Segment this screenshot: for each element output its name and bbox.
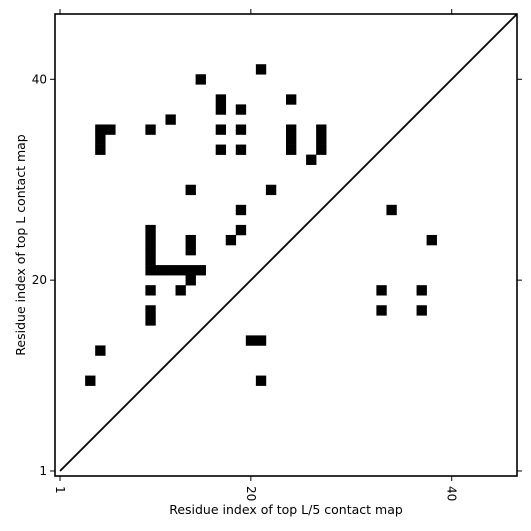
contact-cell xyxy=(145,255,156,266)
contact-cell xyxy=(255,64,267,75)
contact-cell xyxy=(165,265,176,276)
contact-cell xyxy=(316,144,327,155)
x-axis-label: Residue index of top L/5 contact map xyxy=(169,502,403,517)
contact-cell xyxy=(255,375,267,386)
contact-cell xyxy=(306,154,317,165)
contact-cell xyxy=(145,305,156,316)
contact-cell xyxy=(286,94,297,105)
contact-cell xyxy=(376,305,387,316)
contact-cell xyxy=(215,124,227,135)
contact-cell xyxy=(215,104,227,115)
contact-cell xyxy=(175,285,186,296)
contact-cell xyxy=(316,124,327,135)
y-tick-label: 1 xyxy=(39,464,47,478)
contact-cell xyxy=(235,124,247,135)
x-tick-label: 20 xyxy=(244,486,258,501)
contact-cell xyxy=(185,184,196,196)
contact-cell xyxy=(145,315,156,326)
contact-cell xyxy=(255,335,267,346)
contact-cell xyxy=(155,265,166,276)
x-tick-label: 1 xyxy=(53,486,67,494)
contact-cell xyxy=(185,245,196,256)
contact-cell xyxy=(286,144,297,155)
contact-cell xyxy=(376,285,387,296)
contact-cell xyxy=(416,305,427,316)
contact-cell xyxy=(85,375,96,386)
contact-cell xyxy=(95,144,106,155)
diagonal-line xyxy=(59,13,518,472)
x-tick-label: 40 xyxy=(445,486,459,501)
contact-cell xyxy=(185,265,196,276)
contact-cell xyxy=(185,275,196,286)
contact-cell xyxy=(145,245,156,256)
contact-cell xyxy=(95,124,106,135)
contact-cell xyxy=(215,144,227,155)
y-tick-label: 20 xyxy=(32,273,47,287)
contact-cells xyxy=(85,64,437,386)
contact-cell xyxy=(105,124,116,135)
contact-cell xyxy=(286,134,297,145)
contact-cell xyxy=(235,104,247,115)
contact-cell xyxy=(286,124,297,135)
contact-cell xyxy=(165,114,176,125)
contact-cell xyxy=(215,94,227,105)
contact-cell xyxy=(145,224,156,236)
contact-cell xyxy=(245,335,257,346)
contact-cell xyxy=(175,265,186,276)
contact-cell xyxy=(416,285,427,296)
contact-cell xyxy=(145,265,156,276)
contact-cell xyxy=(265,184,277,196)
contact-cell xyxy=(426,234,437,246)
y-tick-label: 40 xyxy=(32,72,47,86)
contact-cell xyxy=(185,234,196,246)
contact-cell xyxy=(95,134,106,145)
contact-cell xyxy=(225,234,237,246)
contact-cell xyxy=(316,134,327,145)
contact-cell xyxy=(145,285,156,296)
plot-frame xyxy=(54,13,518,477)
contact-cell xyxy=(235,204,247,216)
y-axis-label: Residue index of top L contact map xyxy=(13,134,28,355)
contact-cell xyxy=(235,224,247,236)
contact-cell xyxy=(145,124,156,135)
contact-cell xyxy=(235,144,247,155)
contact-cell xyxy=(145,234,156,246)
contact-cell xyxy=(195,265,206,276)
contact-cell xyxy=(195,74,206,85)
contact-cell xyxy=(386,204,397,216)
contact-cell xyxy=(95,345,106,356)
axis-ticks: 1 20 40 1 20 40 xyxy=(32,9,522,501)
